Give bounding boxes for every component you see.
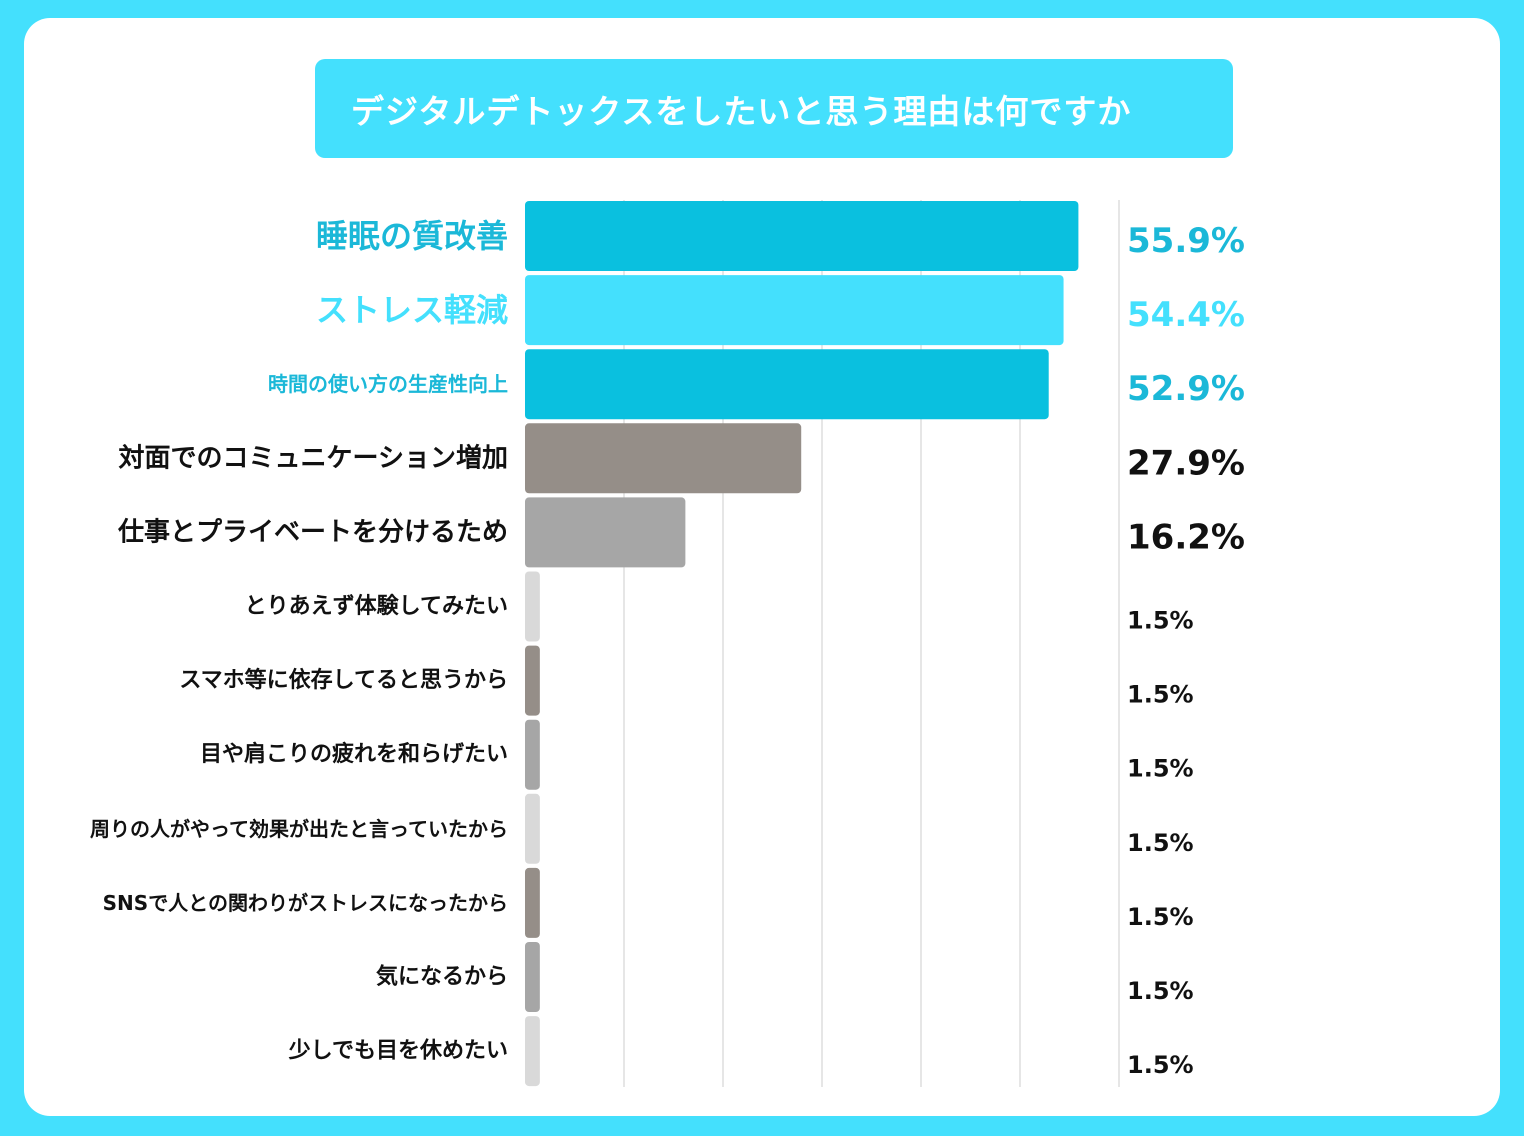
bar	[525, 793, 540, 864]
category-label: 少しでも目を休めたい	[288, 1039, 508, 1064]
value-labels: 55.9% 54.4% 52.9% 27.9% 16.2% 1.5% 1.5% 1.5% 1.5…	[1127, 221, 1245, 1079]
bar	[525, 201, 1079, 271]
category-label: SNSで人との関わりがストレスになったから	[103, 891, 508, 915]
category-label: とりあえず体験してみたい	[245, 594, 508, 619]
category-label: 気になるから	[376, 964, 508, 990]
bar	[525, 275, 1064, 346]
grid-lines	[623, 200, 1120, 1087]
category-label: ストレス軽減	[316, 291, 508, 329]
bar	[525, 571, 540, 642]
bar	[525, 645, 540, 716]
bar	[525, 497, 686, 568]
chart-title: デジタルデトックスをしたいと思う理由は何ですか	[351, 91, 1132, 131]
bar	[525, 423, 802, 494]
value-label: 1.5%	[1127, 829, 1194, 857]
category-label: 周りの人がやって効果が出たと言っていたから	[90, 817, 508, 841]
value-label: 55.9%	[1127, 221, 1245, 261]
bar	[525, 719, 540, 790]
value-label: 1.5%	[1127, 755, 1194, 783]
bar	[525, 349, 1049, 420]
category-label: 目や肩こりの疲れを和らげたい	[200, 741, 508, 767]
value-label: 52.9%	[1127, 369, 1245, 409]
value-label: 54.4%	[1127, 295, 1245, 335]
category-label: 睡眠の質改善	[316, 217, 508, 255]
category-label: スマホ等に依存してると思うから	[179, 667, 508, 693]
value-label: 1.5%	[1127, 681, 1194, 709]
value-label: 1.5%	[1127, 903, 1194, 931]
value-label: 1.5%	[1127, 1051, 1194, 1079]
category-label: 仕事とプライベートを分けるため	[117, 517, 508, 547]
bar	[525, 942, 540, 1012]
bars	[525, 201, 1079, 1087]
bar	[525, 1016, 540, 1087]
title-banner: デジタルデトックスをしたいと思う理由は何ですか	[315, 59, 1233, 158]
value-label: 1.5%	[1127, 977, 1194, 1005]
bar	[525, 867, 540, 938]
category-label: 時間の使い方の生産性向上	[268, 372, 508, 396]
value-label: 27.9%	[1127, 443, 1245, 483]
category-label: 対面でのコミュニケーション増加	[119, 443, 508, 473]
value-label: 16.2%	[1127, 517, 1245, 557]
value-label: 1.5%	[1127, 607, 1194, 635]
category-labels: 睡眠の質改善ストレス軽減時間の使い方の生産性向上対面でのコミュニケーション増加仕…	[90, 217, 508, 1064]
